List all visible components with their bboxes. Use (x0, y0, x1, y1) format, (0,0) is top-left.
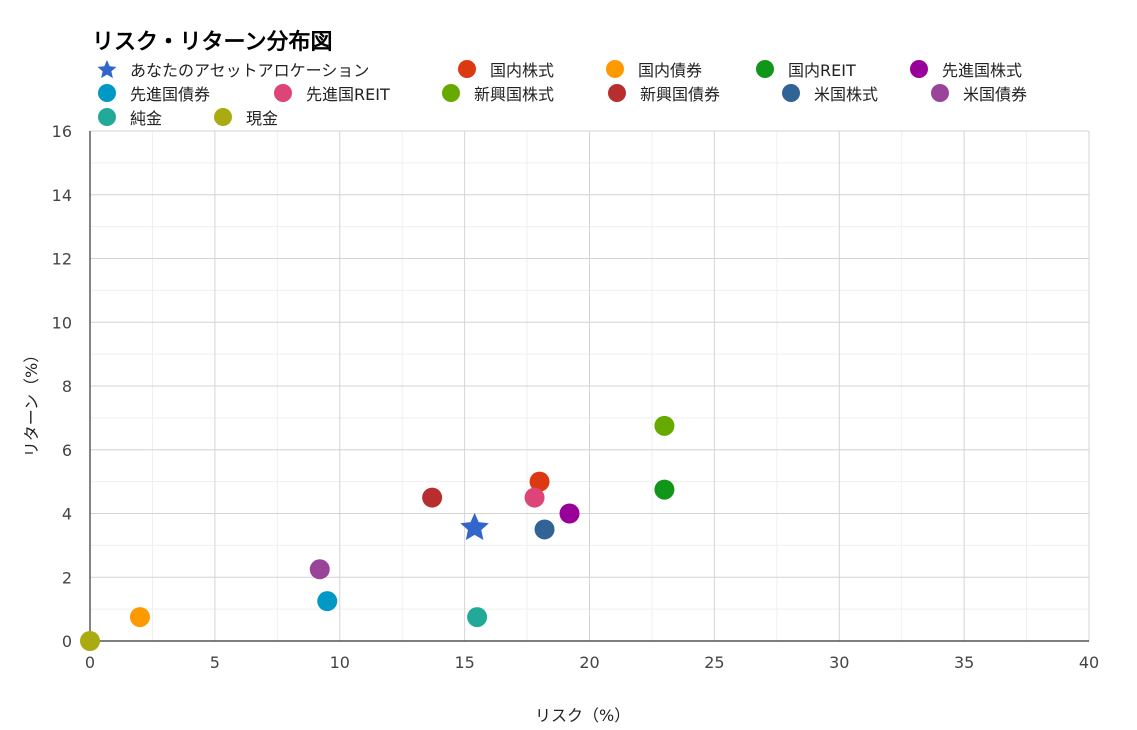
legend-row: 純金 現金 (98, 105, 1128, 129)
y-tick-label: 10 (52, 313, 72, 332)
chart-title: リスク・リターン分布図 (92, 30, 333, 55)
legend-item[interactable]: 純金 (98, 105, 162, 129)
y-tick-label: 14 (52, 186, 72, 205)
x-tick-label: 25 (704, 653, 724, 672)
x-tick-label: 20 (579, 653, 599, 672)
legend-label: 国内債券 (638, 61, 703, 80)
legend-label: 先進国債券 (130, 85, 211, 104)
y-tick-label: 16 (52, 122, 72, 141)
legend-swatch-icon (910, 60, 928, 78)
legend-label: あなたのアセットアロケーション (130, 61, 370, 80)
data-point (422, 487, 443, 508)
y-tick-label: 0 (62, 632, 72, 651)
legend-label: 新興国債券 (640, 85, 721, 104)
y-tick-label: 6 (62, 441, 72, 460)
data-point (129, 607, 150, 628)
legend-item[interactable]: 新興国株式 (442, 81, 554, 105)
x-axis-title: リスク（%） (535, 706, 631, 725)
x-tick-label: 40 (1079, 653, 1099, 672)
x-tick-label: 10 (330, 653, 350, 672)
data-point-star (460, 512, 489, 540)
legend-label: 国内REIT (788, 61, 856, 80)
legend-label: 新興国株式 (474, 85, 555, 104)
legend-swatch-icon (608, 84, 626, 102)
legend-item[interactable]: 先進国株式 (910, 57, 1022, 81)
data-point (309, 559, 330, 580)
legend-swatch-icon (458, 60, 476, 78)
data-point (529, 471, 550, 492)
star-icon (97, 60, 117, 79)
data-point (467, 607, 488, 628)
legend-label: 米国株式 (814, 85, 879, 104)
data-point (80, 631, 100, 651)
data-point (654, 415, 675, 436)
legend-label: 現金 (246, 109, 279, 128)
legend-item[interactable]: 先進国REIT (274, 81, 390, 105)
legend-swatch-icon (214, 108, 232, 126)
data-point (317, 591, 338, 612)
legend-label: 先進国REIT (306, 85, 390, 104)
y-tick-label: 2 (62, 568, 72, 587)
legend-item[interactable]: 現金 (214, 105, 278, 129)
legend-swatch-icon (98, 108, 116, 126)
data-point (559, 503, 580, 524)
x-tick-label: 35 (954, 653, 974, 672)
data-point (534, 519, 555, 540)
legend-item[interactable]: 国内債券 (606, 57, 702, 81)
legend-label: 純金 (130, 109, 163, 128)
x-tick-label: 5 (210, 653, 220, 672)
legend-item[interactable]: 米国債券 (931, 81, 1027, 105)
data-point (654, 479, 675, 500)
legend-swatch-icon (442, 84, 460, 102)
y-axis-title: リターン（%） (22, 346, 41, 458)
legend-row: あなたのアセットアロケーション 国内株式 国内債券 国内REIT 先進国株式 (97, 57, 1128, 81)
legend-swatch-icon (606, 60, 624, 78)
legend-item[interactable]: 新興国債券 (608, 81, 720, 105)
legend-label: 先進国株式 (942, 61, 1023, 80)
legend-item[interactable]: あなたのアセットアロケーション (97, 57, 370, 81)
x-tick-label: 30 (829, 653, 849, 672)
legend-item[interactable]: 先進国債券 (98, 81, 210, 105)
legend-item[interactable]: 米国株式 (782, 81, 878, 105)
x-tick-label: 15 (454, 653, 474, 672)
legend-swatch-icon (931, 84, 949, 102)
data-point (524, 487, 545, 508)
legend-swatch-icon (98, 84, 116, 102)
legend-label: 国内株式 (490, 61, 555, 80)
legend-swatch-icon (274, 84, 292, 102)
y-tick-label: 12 (52, 250, 72, 269)
legend-item[interactable]: 国内REIT (756, 57, 856, 81)
legend-label: 米国債券 (963, 85, 1028, 104)
legend-swatch-icon (782, 84, 800, 102)
legend-row: 先進国債券 先進国REIT 新興国株式 新興国債券 米国株式 米国債券 (98, 81, 1128, 105)
legend-item[interactable]: 国内株式 (458, 57, 554, 81)
y-tick-label: 4 (62, 505, 72, 524)
x-tick-label: 0 (85, 653, 95, 672)
legend-swatch-icon (756, 60, 774, 78)
y-tick-label: 8 (62, 377, 72, 396)
chart-legend: あなたのアセットアロケーション 国内株式 国内債券 国内REIT 先進国株式 先進国債券先… (97, 57, 1128, 129)
